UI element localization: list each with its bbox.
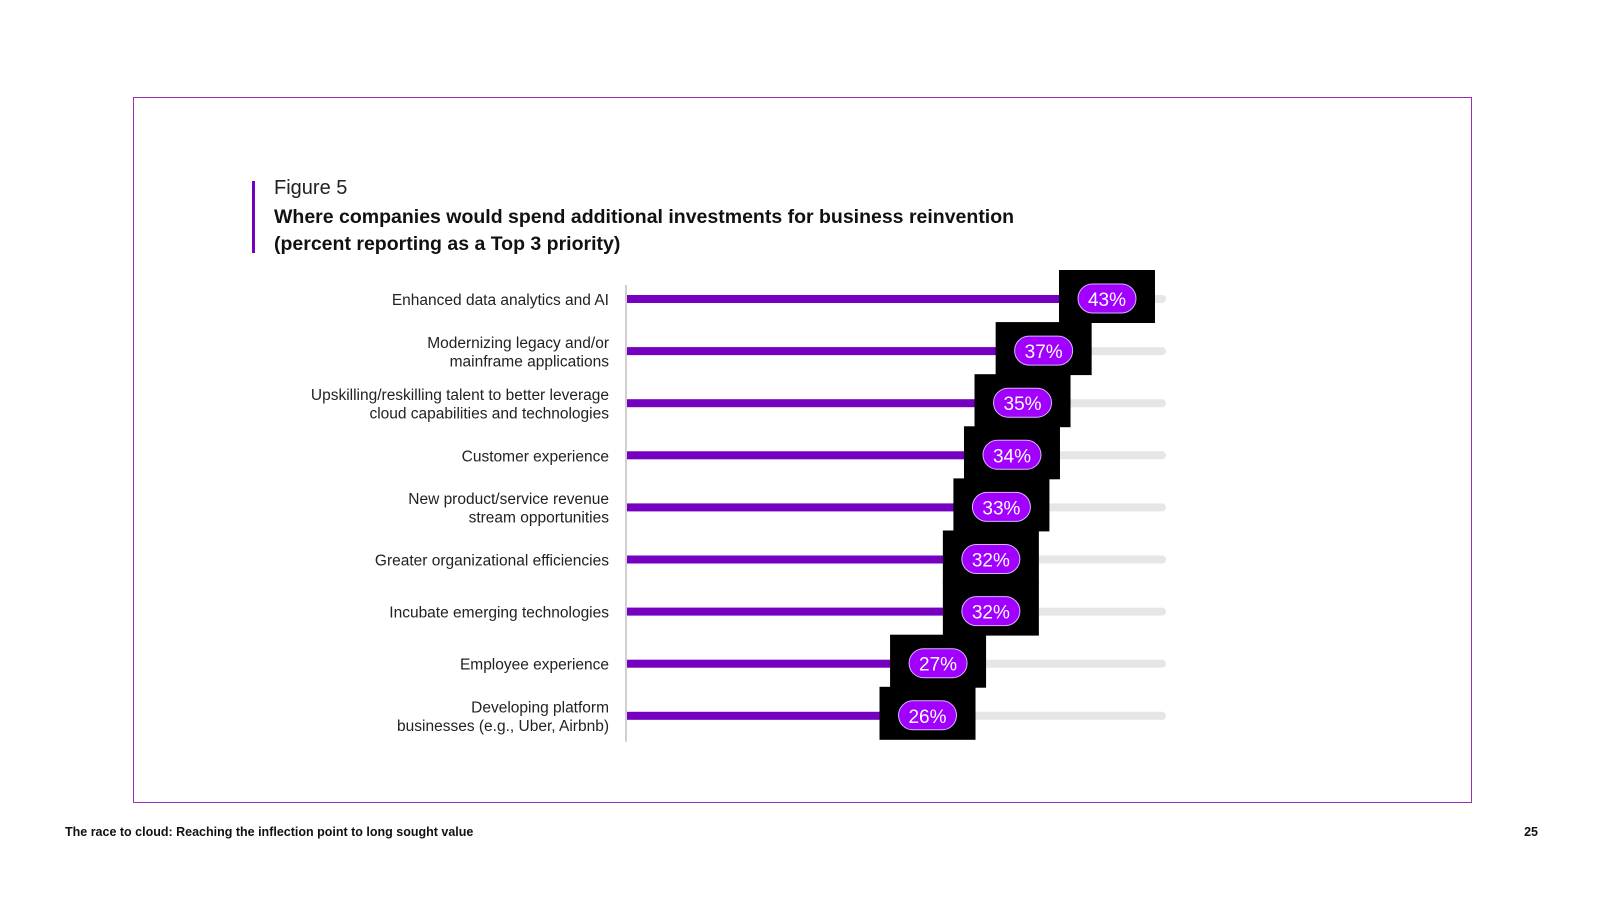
value-label: 26% — [908, 707, 946, 728]
category-label: Modernizing legacy and/or — [427, 335, 609, 352]
category-label: Customer experience — [462, 448, 609, 465]
chart-title-line-2: (percent reporting as a Top 3 priority) — [274, 233, 621, 255]
value-badge — [961, 596, 1021, 627]
value-label: 37% — [1025, 342, 1063, 363]
value-label: 27% — [919, 655, 957, 676]
bar — [627, 711, 902, 720]
value-badge — [961, 544, 1021, 574]
value-badge — [971, 491, 1031, 522]
category-label: stream opportunities — [469, 510, 610, 527]
bar — [627, 555, 965, 564]
category-label: New product/service revenue — [408, 491, 609, 508]
value-badge — [993, 387, 1053, 418]
chart-title: Where companies would spend additional i… — [274, 204, 1094, 258]
category-label: Upskilling/reskilling talent to better l… — [311, 387, 609, 404]
title-accent-bar — [252, 181, 255, 253]
value-label: 33% — [982, 498, 1020, 519]
value-badge — [908, 648, 968, 679]
value-badge — [1014, 335, 1074, 366]
footer-report-title: The race to cloud: Reaching the inflecti… — [65, 825, 474, 839]
category-label: Enhanced data analytics and AI — [392, 292, 609, 309]
figure-label: Figure 5 — [274, 177, 348, 199]
category-label: businesses (e.g., Uber, Airbnb) — [397, 718, 609, 735]
value-label: 43% — [1088, 290, 1126, 311]
page-number: 25 — [1524, 825, 1538, 839]
bar — [627, 451, 986, 460]
category-label: Developing platform — [471, 700, 609, 717]
bar — [627, 295, 1081, 303]
bar — [627, 607, 965, 616]
category-label: Incubate emerging technologies — [389, 605, 609, 622]
value-label: 32% — [972, 551, 1010, 572]
value-label: 35% — [1004, 394, 1042, 415]
category-label: Employee experience — [460, 657, 609, 674]
value-label: 32% — [972, 603, 1010, 624]
bar — [627, 399, 997, 408]
category-label: Greater organizational efficiencies — [375, 553, 609, 570]
value-badge — [982, 439, 1042, 470]
chart-title-line-1: Where companies would spend additional i… — [274, 206, 1015, 228]
bar — [627, 347, 1018, 356]
category-label: mainframe applications — [450, 353, 610, 370]
bar — [627, 503, 976, 512]
category-label: cloud capabilities and technologies — [369, 405, 609, 422]
figure-frame — [133, 97, 1472, 803]
value-badge — [1077, 283, 1137, 314]
value-label: 34% — [993, 446, 1031, 467]
bar — [627, 659, 913, 668]
value-badge — [898, 700, 958, 731]
